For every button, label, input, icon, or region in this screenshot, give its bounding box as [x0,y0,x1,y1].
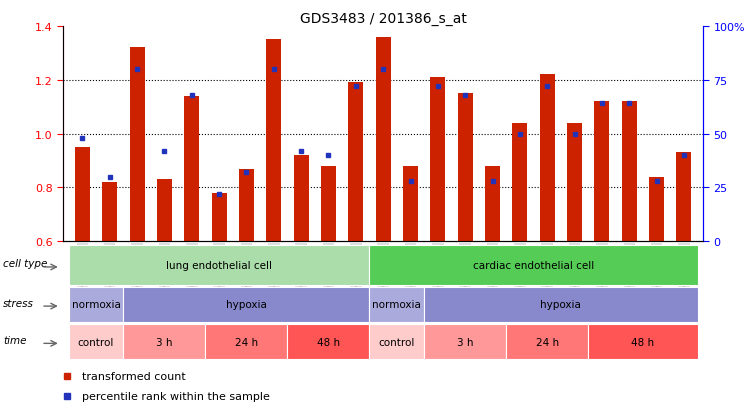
Bar [430,78,446,242]
Bar [649,177,664,242]
Text: normoxia: normoxia [373,299,421,310]
Bar [129,48,144,242]
Bar [102,183,118,242]
Bar [294,156,309,242]
Bar [485,166,500,242]
Bar [376,38,391,242]
Text: cardiac endothelial cell: cardiac endothelial cell [473,260,594,271]
Bar [211,193,227,242]
Bar [594,102,609,242]
Bar [622,102,637,242]
Text: 3 h: 3 h [156,337,173,347]
Text: normoxia: normoxia [71,299,121,310]
Text: cell type: cell type [3,259,48,268]
Text: 48 h: 48 h [317,337,340,347]
Bar [239,169,254,242]
Title: GDS3483 / 201386_s_at: GDS3483 / 201386_s_at [300,12,466,26]
Bar [403,166,418,242]
Text: time: time [3,335,27,345]
Text: transformed count: transformed count [82,371,185,381]
Bar [157,180,172,242]
Bar [513,123,527,242]
Text: control: control [78,337,115,347]
Bar [676,153,691,242]
Bar [321,166,336,242]
Bar [458,94,472,242]
Bar [185,97,199,242]
Text: 24 h: 24 h [536,337,559,347]
Bar [75,147,90,242]
Text: 48 h: 48 h [632,337,655,347]
Text: 24 h: 24 h [235,337,258,347]
Text: hypoxia: hypoxia [540,299,581,310]
Text: lung endothelial cell: lung endothelial cell [166,260,272,271]
Bar [539,75,555,242]
Text: hypoxia: hypoxia [226,299,267,310]
Text: stress: stress [3,298,34,308]
Bar [567,123,582,242]
Text: control: control [379,337,415,347]
Bar [348,83,363,242]
Bar [266,40,281,242]
Text: 3 h: 3 h [457,337,473,347]
Text: percentile rank within the sample: percentile rank within the sample [82,391,269,401]
